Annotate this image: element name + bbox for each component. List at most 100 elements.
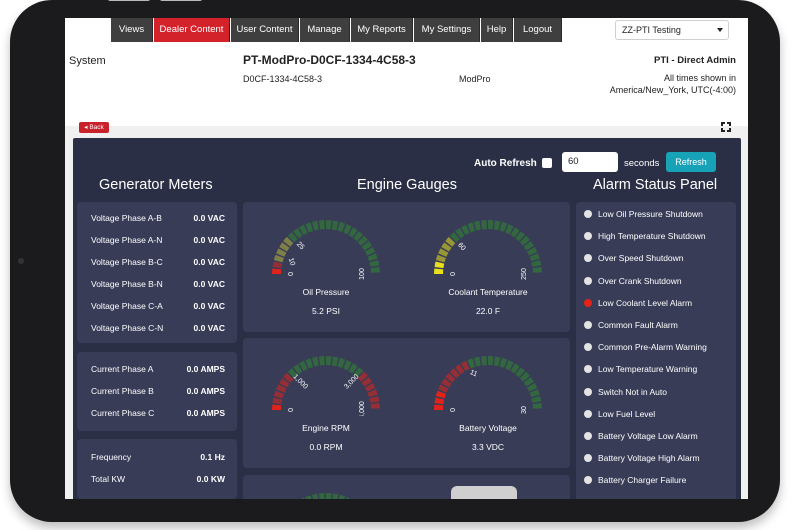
fuel-gauge: 40 50 [301, 493, 351, 499]
nav-tab-logout[interactable]: Logout [514, 18, 562, 42]
timezone-line-1: All times shown in [663, 72, 736, 83]
gauge-segment [343, 360, 352, 371]
gauge-segment [312, 493, 319, 499]
nav-tab-my-settings[interactable]: My Settings [414, 18, 480, 42]
nav-tab-views[interactable]: Views [111, 18, 153, 42]
gauge-segment [273, 390, 284, 399]
gauge-segment [319, 356, 325, 366]
device-id: D0CF-1334-4C58-3 [243, 74, 323, 84]
gauge-segment [326, 493, 332, 499]
alarm-row: High Temperature Shutdown [584, 230, 744, 242]
nav-tab-manage[interactable]: Manage [300, 18, 350, 42]
status-dot-icon [584, 454, 592, 463]
gauge-segment [365, 247, 376, 256]
gauge-tick-label: 0 [448, 272, 455, 276]
refresh-seconds-input[interactable]: 60 [562, 152, 618, 172]
gauge-segment [515, 367, 526, 378]
back-button[interactable]: ◂ Back [79, 122, 109, 133]
gauge-segment [272, 261, 283, 269]
section-label: System [69, 55, 106, 67]
gauge-segment [488, 356, 494, 366]
gauge-segment [434, 397, 445, 405]
seconds-label: seconds [624, 158, 660, 169]
gauge-segment [353, 231, 364, 242]
device-model: ModPro [459, 74, 491, 84]
gauge-segment [293, 228, 303, 239]
gauge-segment [326, 356, 332, 366]
app-screen: Views Dealer Content User Content Manage… [65, 18, 748, 499]
gauge-segment [532, 267, 542, 273]
auto-refresh-checkbox[interactable] [542, 158, 552, 168]
gauge-panel-2: 0 1,000 3,000 4,000 Engine RPM 0.0 RPM 0 11 3… [243, 338, 570, 468]
gauge-name: Battery Voltage [459, 423, 517, 433]
gauge-segment [467, 222, 476, 233]
gauge-segment [319, 493, 325, 499]
gauge-segment [441, 378, 452, 388]
alarm-label: Low Oil Pressure Shutdown [598, 209, 703, 219]
alarm-row: Battery Voltage Low Alarm [584, 430, 744, 442]
alarm-label: Low Coolant Level Alarm [598, 297, 693, 308]
gauge-segment [529, 253, 540, 262]
gauge-segment [510, 227, 520, 238]
device-header: System PT-ModPro-D0CF-1334-4C58-3 D0CF-1… [65, 42, 748, 126]
meter-label: Total KW [91, 474, 126, 484]
nav-tab-dealer-content[interactable]: Dealer Content [154, 18, 230, 42]
meter-label: Voltage Phase A-B [91, 213, 162, 223]
status-dot-icon [584, 210, 592, 218]
gauge-segment [449, 232, 460, 243]
meter-value: 0.0 AMPS [186, 364, 225, 374]
alarm-label: Low Temperature Warning [598, 364, 698, 375]
status-dot-icon [584, 276, 592, 285]
nav-tab-help[interactable]: Help [481, 18, 513, 42]
gauge-segment [331, 220, 339, 231]
gauge-segment [434, 404, 444, 410]
meter-value: 0.0 AMPS [186, 408, 225, 418]
meter-row: Voltage Phase A-B 0.0 VAC [91, 213, 225, 223]
gauge-tick-label: 60 [456, 242, 467, 253]
gauge-segment [357, 371, 368, 382]
timezone-line-2: America/New_York, UTC(-4:00) [609, 85, 736, 95]
meter-value: 0.0 AMPS [186, 386, 225, 396]
alarm-label: Common Pre-Alarm Warning [598, 342, 707, 353]
nav-tab-my-reports[interactable]: My Reports [351, 18, 413, 42]
gauge-segment [523, 241, 534, 251]
gauge-segment [455, 228, 465, 239]
frequency-panel: Frequency 0.1 Hz Total KW 0.0 KW [77, 439, 237, 499]
gauge-tick-label: 11 [469, 369, 479, 378]
alarm-row: Low Oil Pressure Shutdown [584, 208, 744, 220]
alarm-row: Switch Not in Auto [584, 386, 744, 398]
gauge-segment [348, 227, 358, 238]
gauge-segment [293, 364, 303, 375]
gauge-segment [273, 254, 284, 263]
gauge-segment [361, 241, 372, 251]
gauge-segment [367, 253, 378, 262]
fullscreen-icon[interactable] [721, 122, 731, 132]
meter-value: 0.0 VAC [193, 323, 226, 333]
gauge-segment [519, 235, 530, 246]
gauge-segment [365, 383, 376, 392]
engine-rpm-gauge: 0 1,000 3,000 4,000 [272, 356, 380, 416]
alarm-row: Battery Charger Failure [584, 474, 744, 486]
dealer-select[interactable]: ZZ-PTI Testing [615, 20, 729, 40]
gauge-name: Engine RPM [302, 423, 350, 433]
gauge-segment [505, 224, 514, 235]
gauge-segment [279, 378, 290, 388]
dealer-select-value: ZZ-PTI Testing [622, 25, 681, 35]
alarm-label: Battery Voltage High Alarm [598, 453, 700, 464]
status-dot-icon [584, 321, 592, 329]
alarm-row: Over Crank Shutdown [584, 275, 744, 287]
nav-tab-user-content[interactable]: User Content [231, 18, 299, 42]
gauge-segment [348, 363, 358, 374]
meter-row: Current Phase A 0.0 AMPS [91, 364, 225, 374]
refresh-button[interactable]: Refresh [666, 152, 716, 172]
gauge-value: 3.3 VDC [471, 442, 505, 452]
gauge-segment [527, 247, 538, 256]
gauge-segment [510, 363, 520, 374]
meter-row: Current Phase C 0.0 AMPS [91, 408, 225, 418]
top-nav: Views Dealer Content User Content Manage… [65, 18, 748, 42]
gauge-segment [305, 495, 312, 499]
gauge-segment [283, 372, 294, 383]
meter-value: 0.0 VAC [193, 235, 226, 245]
meter-value: 0.1 Hz [200, 452, 225, 462]
gauge-segment [272, 404, 282, 410]
